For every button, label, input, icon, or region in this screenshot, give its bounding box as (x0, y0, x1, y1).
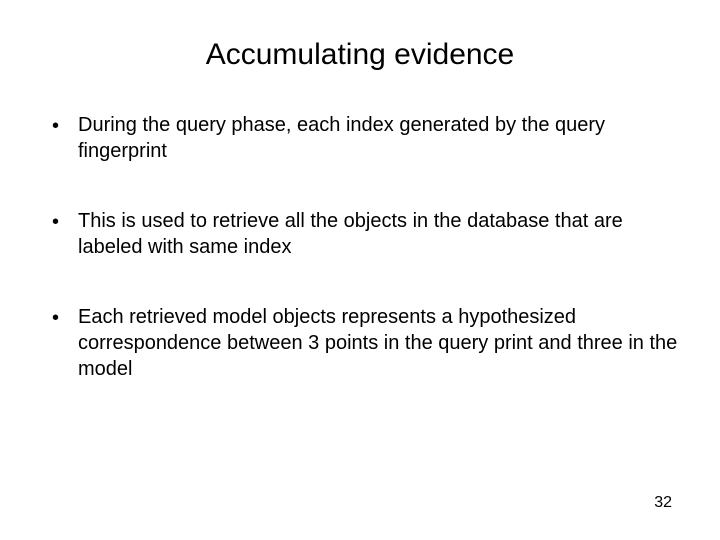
bullet-list: • During the query phase, each index gen… (40, 112, 680, 382)
bullet-marker-icon: • (52, 112, 78, 139)
list-item: • This is used to retrieve all the objec… (52, 208, 680, 260)
bullet-marker-icon: • (52, 208, 78, 235)
list-item: • During the query phase, each index gen… (52, 112, 680, 164)
slide-container: Accumulating evidence • During the query… (0, 0, 720, 540)
bullet-text: This is used to retrieve all the objects… (78, 208, 680, 260)
slide-title: Accumulating evidence (40, 38, 680, 72)
bullet-marker-icon: • (52, 304, 78, 331)
page-number: 32 (654, 494, 672, 512)
bullet-text: Each retrieved model objects represents … (78, 304, 680, 382)
list-item: • Each retrieved model objects represent… (52, 304, 680, 382)
bullet-text: During the query phase, each index gener… (78, 112, 680, 164)
